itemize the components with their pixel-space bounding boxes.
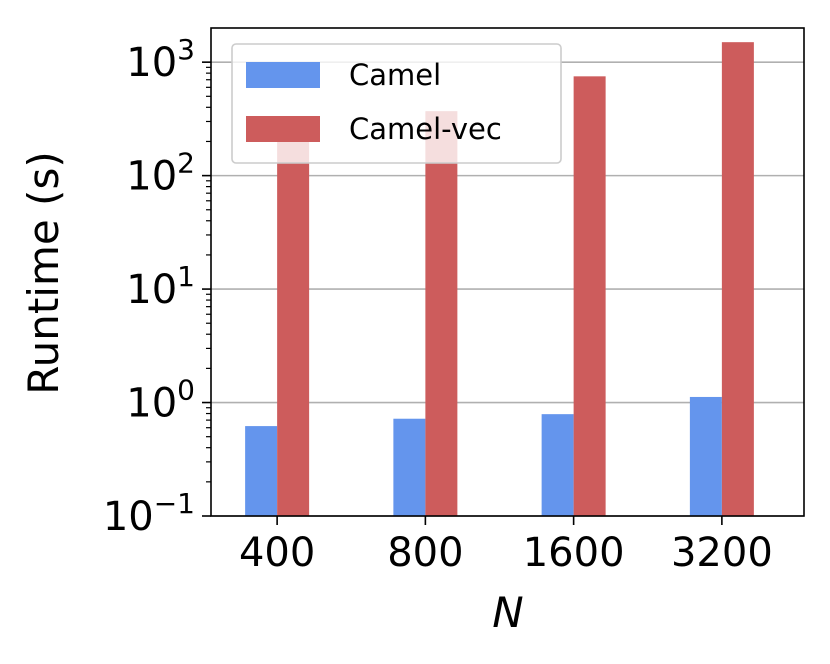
plot-frame xyxy=(210,27,805,517)
legend: Camel Camel-vec xyxy=(231,43,562,164)
y-tick-label: 103 xyxy=(126,33,195,86)
legend-label-camel-vec: Camel-vec xyxy=(349,112,502,146)
legend-swatch-camel xyxy=(246,62,320,88)
bar-camel-vec-800 xyxy=(425,111,458,516)
bar-camel-800 xyxy=(393,418,426,516)
bar-camel-400 xyxy=(245,426,278,516)
x-tick-label: 3200 xyxy=(671,530,773,576)
legend-swatch-camel-vec xyxy=(246,116,320,142)
bar-camel-vec-3200 xyxy=(721,42,754,517)
x-tick-label: 1600 xyxy=(523,530,625,576)
y-tick-label: 10−1 xyxy=(103,487,195,540)
x-tick-label: 400 xyxy=(239,530,315,576)
y-tick-label: 100 xyxy=(126,374,195,427)
bar-camel-vec-1600 xyxy=(573,76,606,516)
axis-ticks: 10−1 100 101 102 103 400 800 1600 3200 xyxy=(103,33,773,576)
legend-label-camel: Camel xyxy=(349,58,441,92)
bar-camel-3200 xyxy=(689,396,722,516)
bars xyxy=(245,42,754,517)
bar-camel-1600 xyxy=(541,414,574,516)
x-tick-label: 800 xyxy=(387,530,463,576)
bar-camel-vec-400 xyxy=(277,134,310,516)
y-tick-label: 102 xyxy=(126,147,195,200)
y-axis-label: Runtime (s) xyxy=(19,151,68,394)
y-tick-label: 101 xyxy=(126,260,195,313)
x-axis-label: N xyxy=(492,588,523,637)
